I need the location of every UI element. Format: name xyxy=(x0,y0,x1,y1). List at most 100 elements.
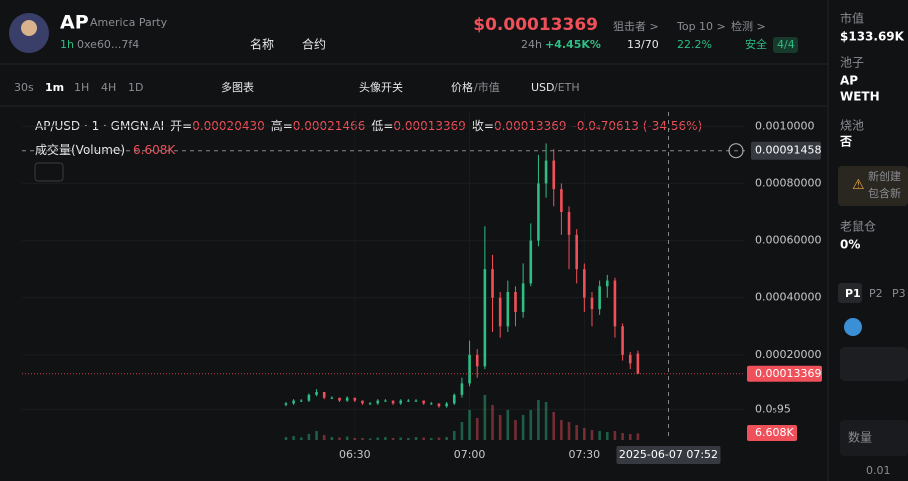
change-label: 24h xyxy=(521,38,542,51)
tab[interactable]: P1 xyxy=(845,287,861,300)
candle-body xyxy=(468,354,471,384)
volume-bar xyxy=(621,433,624,440)
y-tick-label: 0.00020000 xyxy=(755,348,821,361)
legend-label: 低= xyxy=(371,119,393,133)
candle-body xyxy=(560,189,563,212)
candle-body xyxy=(422,400,425,404)
volume-bar xyxy=(514,420,517,440)
volume-bar xyxy=(414,437,418,440)
usd-toggle[interactable]: USD xyxy=(531,81,555,94)
interval[interactable]: 1H xyxy=(74,81,89,94)
avatar-toggle[interactable]: 头像开关 xyxy=(359,80,403,94)
crosshair-price-label: 0.00091458 xyxy=(755,144,821,157)
top10: 22.2% xyxy=(677,38,712,51)
chart-title: AP/USD · 1 · GMGN.AI xyxy=(35,119,164,133)
candle-body xyxy=(567,212,571,235)
mcap-toggle[interactable]: /市值 xyxy=(474,80,500,94)
eth-toggle[interactable]: /ETH xyxy=(554,81,580,94)
pool-b: WETH xyxy=(840,90,880,104)
candle-body xyxy=(330,397,334,399)
legend-label: 开= xyxy=(170,119,192,133)
interval[interactable]: 30s xyxy=(14,81,34,94)
candle-body xyxy=(529,240,533,284)
last-price-label: 0.00013369 xyxy=(755,367,821,380)
candle-body xyxy=(583,269,586,298)
y-tick-label: 0.00040000 xyxy=(755,291,821,304)
volume-bar xyxy=(299,437,303,440)
volume-bar xyxy=(315,431,318,440)
volume-bar xyxy=(560,420,563,440)
price-toggle[interactable]: 价格 xyxy=(451,80,473,94)
y-tick-label: 0.0010000 xyxy=(755,119,815,132)
last-price-tag xyxy=(747,365,822,382)
legend-value: 0.00013369 xyxy=(393,119,466,133)
volume-bar xyxy=(361,438,364,440)
volume-value: 6.608K xyxy=(133,143,176,157)
candle-body xyxy=(460,383,464,395)
x-tick-label: 07:30 xyxy=(568,448,600,461)
tab-active xyxy=(838,283,862,303)
candle-body xyxy=(361,400,364,404)
telegram-icon[interactable] xyxy=(844,318,862,336)
amount[interactable]: 0.01 xyxy=(866,464,891,477)
volume-bar xyxy=(605,432,609,440)
amount-input[interactable] xyxy=(840,420,908,456)
name-search[interactable]: 名称 xyxy=(250,37,274,52)
top10-label[interactable]: Top 10 > xyxy=(676,20,726,33)
candle-body xyxy=(376,400,380,404)
collapse-button[interactable] xyxy=(34,162,64,182)
legend-label: 收= xyxy=(472,119,494,133)
volume-bar xyxy=(544,402,548,440)
multi-chart[interactable]: 多图表 xyxy=(221,80,254,94)
interval[interactable]: 1D xyxy=(128,81,143,94)
volume-bar xyxy=(628,434,632,440)
volume-bar xyxy=(368,438,372,440)
volume-bar xyxy=(330,437,334,440)
crosshair-time-label: 2025-06-07 07:52 xyxy=(619,448,718,461)
volume-bar xyxy=(498,415,502,440)
check-label[interactable]: 检测 > xyxy=(731,19,766,33)
candle-body xyxy=(575,234,578,270)
volume-bar xyxy=(345,436,349,440)
candle-body xyxy=(414,400,418,402)
avatar-face xyxy=(21,20,37,36)
volume-bar xyxy=(475,418,479,440)
amount-label: 数量 xyxy=(848,430,872,445)
token-name: America Party xyxy=(90,16,168,29)
candle-body xyxy=(491,269,494,298)
volume-bar xyxy=(613,431,617,440)
volume-legend: 成交量(Volume) 6.608K xyxy=(35,142,176,157)
pool-a: AP xyxy=(840,74,858,88)
volume-bar xyxy=(575,425,578,440)
volume-bar xyxy=(491,405,494,440)
warning-box xyxy=(838,166,908,206)
volume-bar xyxy=(452,431,456,440)
volume-bar xyxy=(338,437,341,440)
volume-bar xyxy=(529,410,533,440)
address[interactable]: 0xe60...7f4 xyxy=(77,38,139,51)
candle-body xyxy=(621,326,624,355)
candle-body xyxy=(537,183,540,241)
volume-bar xyxy=(445,437,448,440)
buy-button[interactable] xyxy=(840,347,908,381)
safe-score: 4/4 xyxy=(777,38,795,51)
volume-bar xyxy=(292,436,295,440)
change: +4.45K% xyxy=(545,38,601,51)
warning-line: 包含新 xyxy=(868,186,901,200)
contract-search[interactable]: 合约 xyxy=(302,37,326,52)
symbol: AP xyxy=(60,12,89,34)
volume-bar xyxy=(399,437,403,440)
volume-bar xyxy=(598,431,601,440)
candle-body xyxy=(605,280,609,287)
candle-body xyxy=(284,403,288,405)
volume-bar xyxy=(376,437,380,440)
interval[interactable]: 1m xyxy=(45,81,64,94)
interval[interactable]: 4H xyxy=(101,81,116,94)
candle-body xyxy=(514,292,517,312)
snipers-label[interactable]: 狙击者 > xyxy=(613,20,659,33)
tab[interactable]: P3 xyxy=(892,287,906,300)
volume-bar xyxy=(590,430,594,440)
add-alert[interactable] xyxy=(728,143,744,159)
tab[interactable]: P2 xyxy=(869,287,883,300)
candle-body xyxy=(315,392,318,395)
